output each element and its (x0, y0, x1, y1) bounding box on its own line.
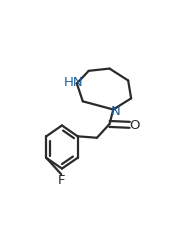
Text: O: O (129, 119, 139, 132)
Text: HN: HN (64, 76, 84, 89)
Text: F: F (57, 174, 65, 187)
Text: N: N (111, 105, 120, 118)
